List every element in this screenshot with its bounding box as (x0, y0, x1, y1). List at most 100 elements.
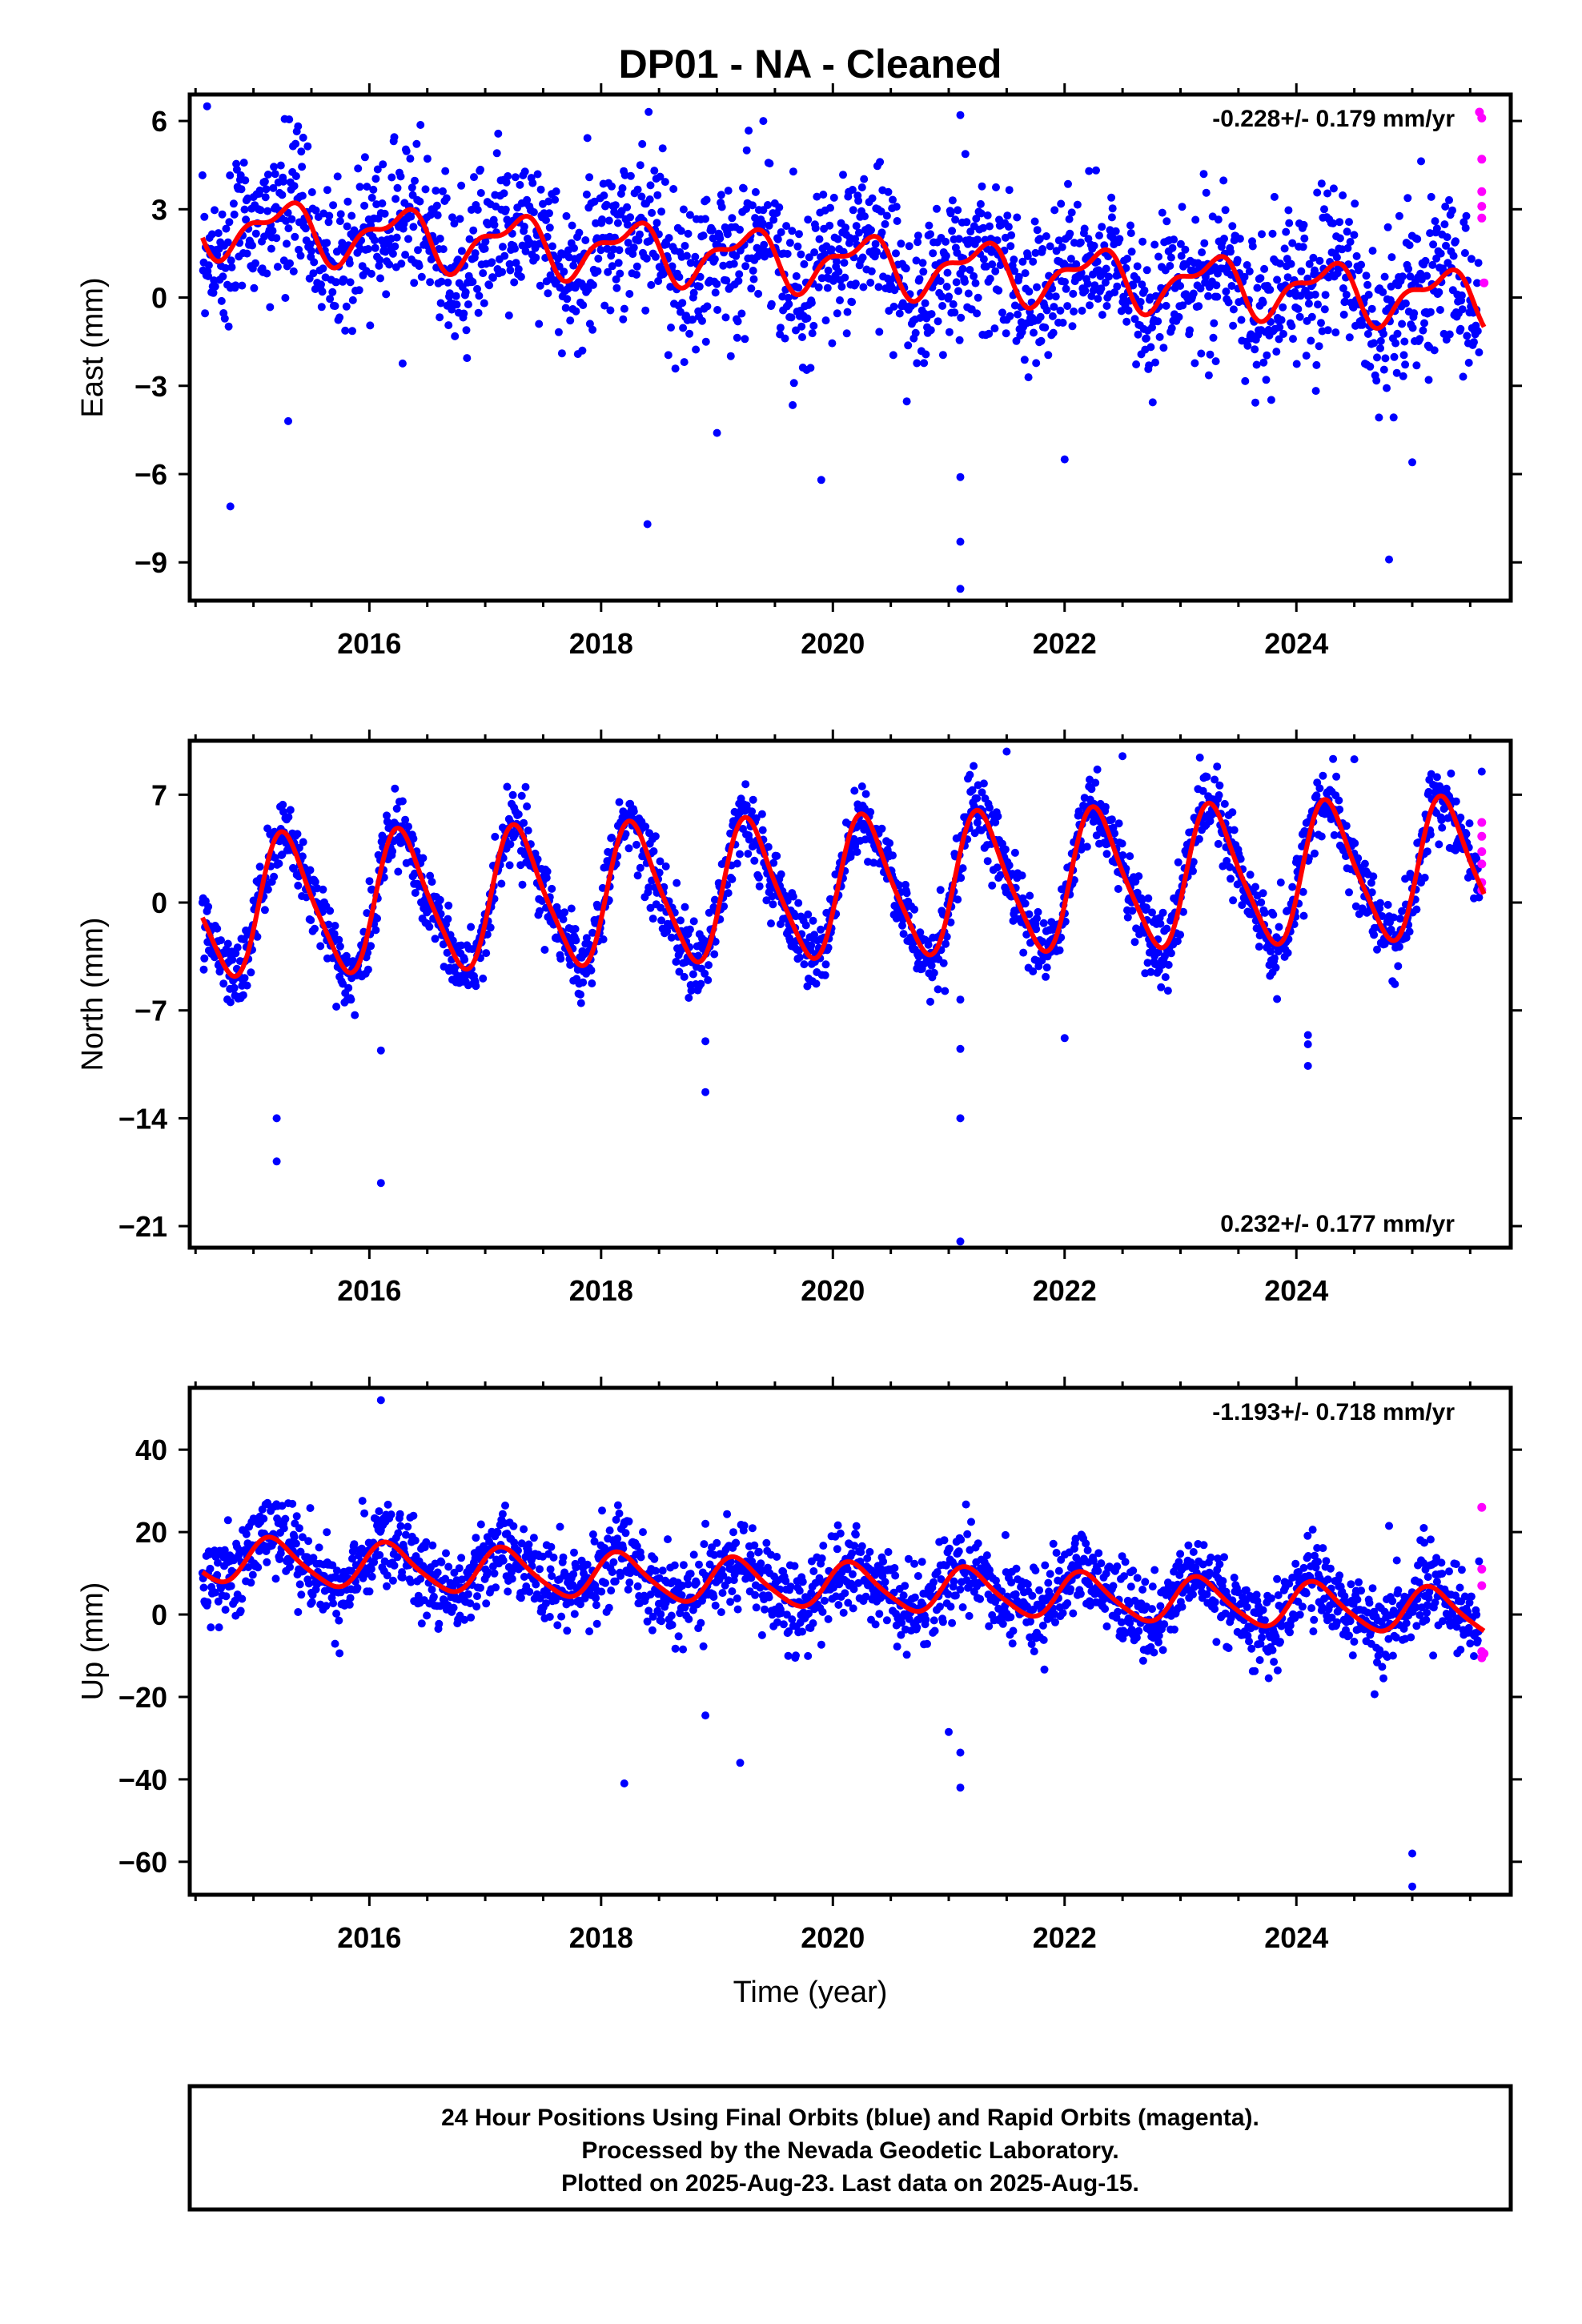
final-orbit-point (401, 815, 410, 824)
final-orbit-point (410, 279, 419, 287)
final-orbit-point (807, 941, 816, 950)
final-orbit-point (806, 364, 815, 372)
final-orbit-point (1475, 893, 1484, 902)
final-orbit-point (1198, 248, 1207, 257)
outlier-point (956, 472, 965, 481)
final-orbit-point (1189, 858, 1198, 866)
final-orbit-point (1335, 796, 1343, 805)
final-orbit-point (450, 219, 459, 228)
final-orbit-point (462, 326, 471, 335)
final-orbit-point (1427, 192, 1435, 201)
final-orbit-point (685, 994, 693, 1002)
final-orbit-point (728, 214, 737, 223)
final-orbit-point (685, 211, 694, 219)
final-orbit-point (291, 139, 300, 148)
final-orbit-point (625, 290, 634, 298)
final-orbit-point (411, 176, 419, 185)
final-orbit-point (289, 267, 298, 275)
final-orbit-point (609, 1558, 618, 1566)
final-orbit-point (1066, 229, 1074, 238)
final-orbit-point (1038, 937, 1047, 946)
final-orbit-point (1282, 227, 1291, 236)
final-orbit-point (752, 814, 761, 822)
final-orbit-point (509, 1522, 518, 1530)
final-orbit-point (585, 173, 594, 182)
final-orbit-point (685, 1614, 693, 1623)
final-orbit-point (994, 286, 1003, 295)
final-orbit-point (1395, 943, 1403, 951)
final-orbit-point (733, 859, 741, 868)
final-orbit-point (842, 329, 851, 338)
final-orbit-point (533, 170, 542, 179)
final-orbit-point (1143, 959, 1152, 967)
final-orbit-point (782, 222, 791, 231)
final-orbit-point (692, 1578, 701, 1587)
final-orbit-point (1145, 361, 1154, 370)
final-orbit-point (210, 276, 219, 285)
final-orbit-point (667, 1611, 676, 1620)
final-orbit-point (1046, 242, 1054, 251)
final-orbit-point (938, 351, 947, 360)
final-orbit-point (1398, 320, 1407, 328)
final-orbit-point (926, 997, 934, 1006)
final-orbit-point (1317, 319, 1325, 328)
final-orbit-point (1255, 943, 1263, 951)
final-orbit-point (286, 259, 294, 267)
final-orbit-point (360, 1509, 369, 1518)
final-orbit-point (572, 1563, 580, 1572)
final-orbit-point (741, 335, 749, 344)
final-orbit-point (826, 203, 834, 212)
final-orbit-point (1332, 253, 1341, 262)
final-orbit-point (473, 284, 481, 293)
final-orbit-point (409, 834, 418, 843)
final-orbit-point (517, 1539, 526, 1548)
final-orbit-point (1432, 773, 1441, 782)
final-orbit-point (973, 818, 982, 827)
final-orbit-point (836, 296, 844, 304)
final-orbit-point (1052, 247, 1061, 255)
final-orbit-point (600, 301, 609, 310)
final-orbit-point (658, 1566, 667, 1575)
final-orbit-point (912, 256, 921, 265)
final-orbit-point (945, 292, 954, 301)
final-orbit-point (279, 1524, 288, 1533)
final-orbit-point (926, 230, 934, 239)
final-orbit-point (867, 267, 876, 275)
final-orbit-point (553, 1621, 562, 1630)
final-orbit-point (769, 858, 778, 867)
final-orbit-point (542, 215, 550, 224)
final-orbit-point (229, 199, 238, 208)
final-orbit-point (1092, 166, 1100, 175)
final-orbit-point (350, 1540, 359, 1549)
final-orbit-point (1018, 871, 1026, 880)
outlier-point (1385, 555, 1393, 564)
final-orbit-point (1159, 344, 1168, 352)
final-orbit-point (833, 257, 841, 266)
final-orbit-point (733, 317, 742, 326)
final-orbit-point (576, 990, 584, 999)
final-orbit-point (490, 220, 499, 229)
final-orbit-point (342, 302, 351, 311)
final-orbit-point (1398, 272, 1407, 281)
final-orbit-point (1102, 264, 1110, 273)
outlier-point (376, 1179, 385, 1188)
final-orbit-point (970, 762, 978, 770)
final-orbit-point (1276, 259, 1284, 268)
final-orbit-point (428, 1586, 436, 1594)
final-orbit-point (244, 1563, 253, 1571)
final-orbit-point (1202, 188, 1211, 197)
final-orbit-point (1174, 858, 1182, 866)
final-orbit-point (491, 832, 500, 841)
final-orbit-point (991, 267, 1000, 275)
final-orbit-point (814, 283, 823, 292)
final-orbit-point (1283, 273, 1292, 282)
final-orbit-point (789, 167, 797, 176)
final-orbit-point (363, 965, 372, 974)
final-orbit-point (1246, 870, 1255, 879)
final-orbit-point (621, 830, 630, 838)
final-orbit-point (1001, 845, 1010, 854)
final-orbit-point (1289, 335, 1297, 344)
final-orbit-point (345, 1600, 354, 1609)
final-orbit-point (1435, 306, 1444, 314)
final-orbit-point (247, 968, 255, 977)
